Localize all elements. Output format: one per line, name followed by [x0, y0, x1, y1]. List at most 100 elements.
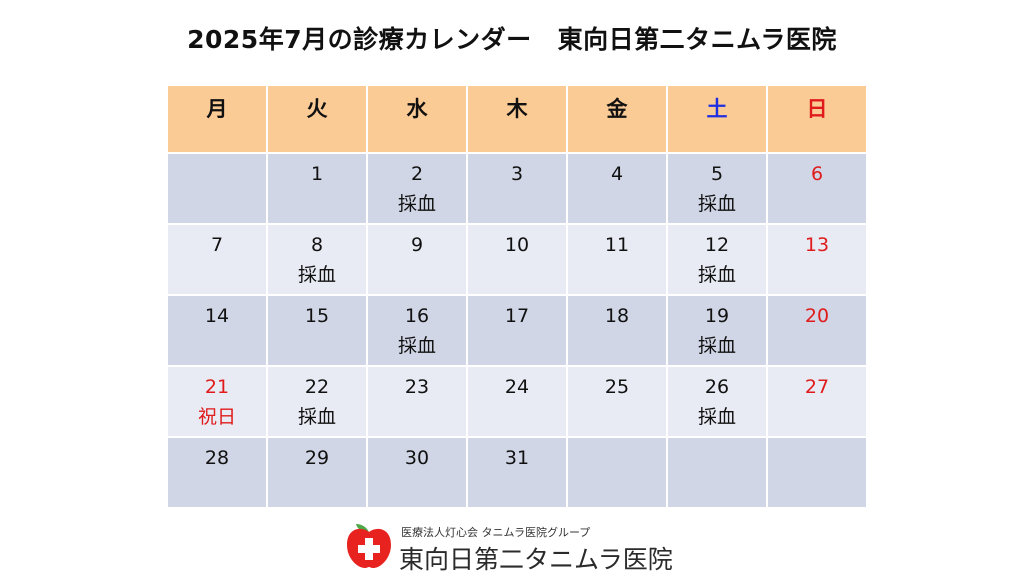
- day-number: 12: [704, 234, 730, 256]
- day-number: 26: [704, 376, 730, 398]
- day-number: 1: [310, 163, 324, 185]
- apple-cross-logo-icon: [347, 524, 391, 568]
- weekday-wed: 水: [366, 84, 468, 154]
- day-cell: [166, 152, 268, 225]
- day-number: 31: [504, 447, 530, 469]
- day-number: 30: [404, 447, 430, 469]
- day-cell: 8 採血: [266, 223, 368, 296]
- day-note: 採血: [697, 264, 736, 286]
- calendar-table: 月 火 水 木 金 土 日 1 2 採血 3 4 5 採血 6 7 8 採血 9 10 11 12 採血 13 1…: [166, 84, 868, 509]
- day-number: 24: [504, 376, 530, 398]
- day-number: 17: [504, 305, 530, 327]
- day-number: 29: [304, 447, 330, 469]
- day-note: 採血: [297, 406, 336, 428]
- day-note: 採血: [697, 406, 736, 428]
- day-number: 10: [504, 234, 530, 256]
- clinic-logo: 医療法人灯心会 タニムラ医院グループ 東向日第二タニムラ医院: [343, 518, 673, 574]
- day-number: [168, 154, 266, 159]
- day-number: 23: [404, 376, 430, 398]
- day-cell: [666, 436, 768, 509]
- day-cell: 29: [266, 436, 368, 509]
- day-cell: 2 採血: [366, 152, 468, 225]
- day-note: 採血: [297, 264, 336, 286]
- day-number: 25: [604, 376, 630, 398]
- day-cell: 16 採血: [366, 294, 468, 367]
- day-cell: 5 採血: [666, 152, 768, 225]
- day-number: 2: [410, 163, 424, 185]
- day-number: 11: [604, 234, 630, 256]
- day-cell: [566, 436, 668, 509]
- day-cell: 20: [766, 294, 868, 367]
- day-cell: 17: [466, 294, 568, 367]
- day-number: 15: [304, 305, 330, 327]
- day-number: 19: [704, 305, 730, 327]
- day-number: [768, 438, 866, 443]
- logo-clinic-name: 東向日第二タニムラ医院: [399, 545, 673, 574]
- day-cell: 12 採血: [666, 223, 768, 296]
- week-row: 21 祝日 22 採血 23 24 25 26 採血 27: [166, 365, 868, 438]
- weekday-tue: 火: [266, 84, 368, 154]
- day-number: 20: [804, 305, 830, 327]
- day-cell: 14: [166, 294, 268, 367]
- day-cell: 7: [166, 223, 268, 296]
- day-cell: 6: [766, 152, 868, 225]
- day-cell: 23: [366, 365, 468, 438]
- weekday-thu: 木: [466, 84, 568, 154]
- weekday-sat: 土: [666, 84, 768, 154]
- day-cell: 28: [166, 436, 268, 509]
- day-number: 21: [204, 376, 230, 398]
- weekday-sun: 日: [766, 84, 868, 154]
- day-cell: 3: [466, 152, 568, 225]
- day-number: 16: [404, 305, 430, 327]
- day-number: 14: [204, 305, 230, 327]
- day-cell: 13: [766, 223, 868, 296]
- clinic-title: 東向日第二タニムラ医院: [557, 25, 837, 54]
- day-number: 22: [304, 376, 330, 398]
- day-number: 9: [410, 234, 424, 256]
- day-cell: 26 採血: [666, 365, 768, 438]
- day-note: 採血: [397, 193, 436, 215]
- day-number: 18: [604, 305, 630, 327]
- day-cell: 21 祝日: [166, 365, 268, 438]
- day-cell: 1: [266, 152, 368, 225]
- day-number: 8: [310, 234, 324, 256]
- day-number: [668, 438, 766, 443]
- day-number: 7: [210, 234, 224, 256]
- day-cell: 4: [566, 152, 668, 225]
- day-number: 6: [810, 163, 824, 185]
- day-cell: 22 採血: [266, 365, 368, 438]
- day-cell: 25: [566, 365, 668, 438]
- week-row: 28 29 30 31: [166, 436, 868, 509]
- day-number: 5: [710, 163, 724, 185]
- day-note: 採血: [697, 335, 736, 357]
- day-cell: 15: [266, 294, 368, 367]
- day-note: 採血: [397, 335, 436, 357]
- day-number: 4: [610, 163, 624, 185]
- day-cell: 19 採血: [666, 294, 768, 367]
- day-cell: 30: [366, 436, 468, 509]
- day-cell: 27: [766, 365, 868, 438]
- day-number: 3: [510, 163, 524, 185]
- calendar-title: 2025年7月の診療カレンダー: [187, 25, 532, 54]
- week-row: 1 2 採血 3 4 5 採血 6: [166, 152, 868, 225]
- day-note: 祝日: [197, 406, 236, 428]
- day-number: 28: [204, 447, 230, 469]
- week-row: 14 15 16 採血 17 18 19 採血 20: [166, 294, 868, 367]
- weekday-mon: 月: [166, 84, 268, 154]
- day-cell: 24: [466, 365, 568, 438]
- day-cell: [766, 436, 868, 509]
- day-cell: 18: [566, 294, 668, 367]
- day-note: 採血: [697, 193, 736, 215]
- page-title: 2025年7月の診療カレンダー 東向日第二タニムラ医院: [0, 20, 1024, 56]
- day-cell: 11: [566, 223, 668, 296]
- day-number: [568, 438, 666, 443]
- logo-subtitle: 医療法人灯心会 タニムラ医院グループ: [401, 526, 591, 539]
- weekday-fri: 金: [566, 84, 668, 154]
- day-number: 13: [804, 234, 830, 256]
- weekday-header-row: 月 火 水 木 金 土 日: [166, 84, 868, 154]
- week-row: 7 8 採血 9 10 11 12 採血 13: [166, 223, 868, 296]
- day-cell: 10: [466, 223, 568, 296]
- day-cell: 9: [366, 223, 468, 296]
- day-cell: 31: [466, 436, 568, 509]
- day-number: 27: [804, 376, 830, 398]
